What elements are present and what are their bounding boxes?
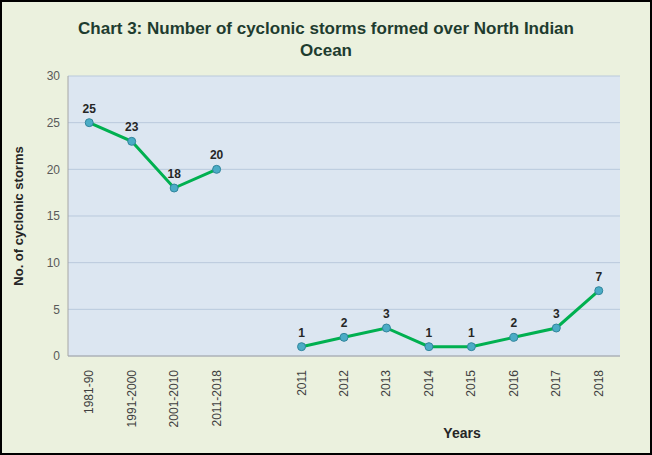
svg-text:No. of cyclonic storms: No. of cyclonic storms	[11, 146, 26, 285]
svg-text:3: 3	[553, 307, 560, 321]
svg-text:2013: 2013	[379, 370, 393, 397]
svg-text:18: 18	[167, 167, 181, 181]
svg-text:25: 25	[83, 102, 97, 116]
svg-text:0: 0	[53, 349, 60, 363]
svg-text:20: 20	[210, 148, 224, 162]
svg-text:2: 2	[341, 316, 348, 330]
svg-text:2001-2010: 2001-2010	[167, 370, 181, 428]
svg-text:25: 25	[47, 116, 61, 130]
html-text:Chart 3: Number of cyclonic st: Chart 3: Number of cyclonic storms forme…	[78, 19, 574, 60]
svg-text:2014: 2014	[422, 370, 436, 397]
svg-text:2011-2018: 2011-2018	[210, 370, 224, 427]
svg-text:5: 5	[53, 303, 60, 317]
svg-text:2012: 2012	[337, 370, 351, 397]
svg-text:2015: 2015	[464, 370, 478, 397]
svg-text:30: 30	[47, 69, 61, 83]
svg-text:2011: 2011	[295, 370, 309, 396]
svg-text:Years: Years	[443, 425, 481, 441]
svg-text:1991-2000: 1991-2000	[125, 370, 139, 428]
svg-text:1: 1	[468, 326, 475, 340]
svg-text:1981-90: 1981-90	[82, 370, 96, 414]
svg-text:15: 15	[47, 209, 61, 223]
svg-text:10: 10	[47, 256, 61, 270]
svg-text:2016: 2016	[507, 370, 521, 397]
svg-text:2018: 2018	[592, 370, 606, 397]
svg-text:2017: 2017	[549, 370, 563, 397]
svg-text:1: 1	[426, 326, 433, 340]
svg-text:23: 23	[125, 120, 139, 134]
svg-text:7: 7	[595, 270, 602, 284]
svg-text:20: 20	[47, 163, 61, 177]
svg-text:1: 1	[298, 326, 305, 340]
svg-text:2: 2	[511, 316, 518, 330]
svg-text:3: 3	[383, 307, 390, 321]
